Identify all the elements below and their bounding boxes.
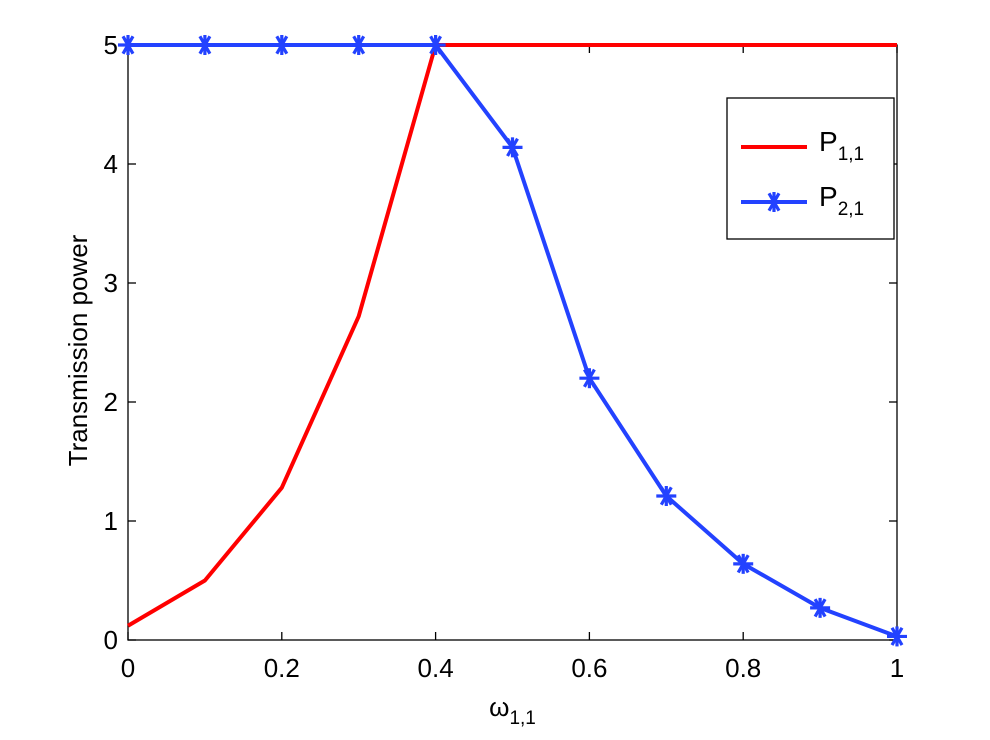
y-tick-label: 3 (104, 268, 118, 298)
legend-label-p11: P1,1 (819, 126, 864, 165)
y-tick-label: 2 (104, 387, 118, 417)
legend-label-p21: P2,1 (819, 181, 864, 220)
y-tick-label: 0 (104, 625, 118, 655)
y-tick-labels: 0 1 2 3 4 5 (104, 30, 118, 655)
y-axis-title: Transmission power (63, 234, 93, 466)
x-tick-labels: 0 0.2 0.4 0.6 0.8 1 (121, 653, 904, 683)
y-tick-label: 5 (104, 30, 118, 60)
series-line-p11 (126, 43, 897, 628)
x-tick-label: 0.6 (571, 653, 607, 683)
legend-label-p21-subscript: 2,1 (838, 199, 864, 220)
legend-label-p11-main: P (819, 126, 838, 157)
x-axis-title: ω1,1 (489, 692, 536, 729)
data-point-p21 (348, 35, 369, 55)
data-point-p21 (271, 35, 292, 55)
data-point-p21 (887, 626, 907, 647)
data-point-p21 (579, 368, 600, 389)
data-point-p21 (194, 35, 215, 55)
series-p11 (126, 43, 897, 628)
x-axis-title-main: ω (489, 692, 509, 722)
x-tick-label: 0.8 (725, 653, 761, 683)
y-tick-label: 1 (104, 506, 118, 536)
legend-label-p21-main: P (819, 181, 838, 212)
x-tick-label: 1 (890, 653, 904, 683)
data-point-p21 (810, 597, 831, 618)
data-point-p21 (118, 35, 138, 55)
series-p21 (118, 35, 907, 647)
data-point-p21 (656, 486, 677, 507)
y-tick-label: 4 (104, 149, 118, 179)
x-tick-label: 0.4 (418, 653, 454, 683)
x-tick-label: 0 (121, 653, 135, 683)
legend-label-p11-subscript: 1,1 (838, 144, 864, 165)
legend-entry-p21: P2,1 (741, 181, 864, 220)
data-point-p21 (733, 553, 754, 574)
legend-marker-p21 (764, 192, 784, 212)
series-layer (118, 35, 907, 647)
legend-box (726, 97, 895, 240)
x-axis-title-subscript: 1,1 (509, 708, 535, 729)
legend-marker-asterisk (764, 192, 784, 212)
legend-entry-p11: P1,1 (741, 126, 864, 165)
legend: P1,1 P2,1 (726, 97, 895, 240)
data-point-p21 (425, 35, 446, 55)
x-tick-label: 0.2 (264, 653, 300, 683)
data-point-p21 (502, 137, 523, 158)
